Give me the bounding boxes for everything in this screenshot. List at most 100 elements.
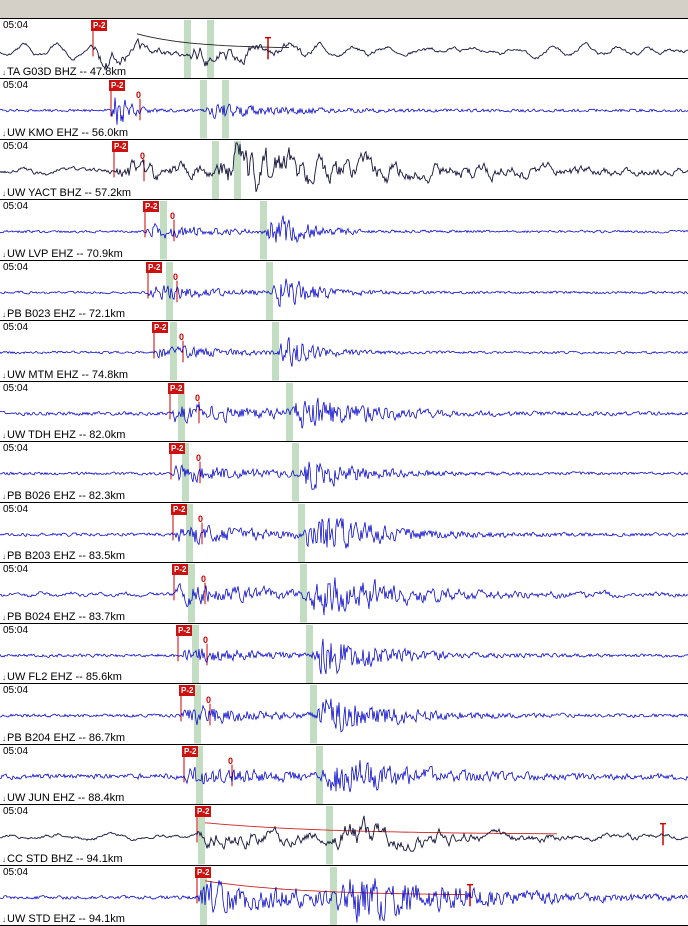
waveform[interactable] [0, 97, 688, 126]
p-pick-flag[interactable]: P-2 [179, 685, 196, 697]
waveform[interactable] [0, 337, 688, 368]
zero-pick-label[interactable]: 0 [140, 150, 146, 161]
waveform-canvas[interactable] [0, 19, 688, 79]
trace-panel[interactable]: 05:04 P-2 0 ↓ PB B024 EHZ -- 83.7km [0, 562, 688, 623]
arrow-down-icon: ↓ [2, 552, 6, 562]
zero-pick-label[interactable]: 0 [206, 695, 212, 706]
p-pick-flag[interactable]: P-2 [152, 322, 169, 334]
p-pick-flag[interactable]: P-2 [169, 443, 186, 455]
waveform-canvas[interactable] [0, 745, 688, 805]
arrow-down-icon: ↓ [2, 612, 6, 622]
p-pick-flag[interactable]: P-2 [182, 745, 199, 757]
station-name: UW TDH EHZ -- 82.0km [7, 429, 126, 442]
waveform[interactable] [0, 462, 688, 490]
p-pick-flag[interactable]: P-2 [195, 866, 212, 878]
zero-pick-label[interactable]: 0 [228, 755, 234, 766]
s-window-band [300, 564, 307, 623]
trace-panel[interactable]: 05:04 P-2 0 ↓ UW TDH EHZ -- 82.0km [0, 380, 688, 442]
station-label: ↓ UW YACT BHZ -- 57.2km [2, 187, 131, 199]
trace-panel[interactable]: 05:04 P-2 ↓ CC STD BHZ -- 94.1km [0, 804, 688, 865]
coda-decay-curve [136, 33, 289, 49]
event-summary: 60334016 UW Sep 10, 2011 05:04:01.57 45.… [17, 17, 514, 18]
p-pick-flag[interactable]: P-2 [195, 806, 212, 818]
waveform-canvas[interactable] [0, 684, 688, 744]
zero-pick-label[interactable]: 0 [195, 392, 201, 403]
waveform-canvas[interactable] [0, 503, 688, 563]
p-pick-flag[interactable]: P-2 [109, 80, 126, 92]
zero-pick-label[interactable]: 0 [179, 332, 185, 343]
s-window-band [192, 624, 199, 684]
waveform-canvas[interactable] [0, 200, 688, 260]
waveform-canvas[interactable] [0, 563, 688, 623]
trace-panel[interactable]: 05:04 P-2 ↓ UW STD EHZ -- 94.1km [0, 864, 688, 926]
trace-panel[interactable]: 05:04 P-2 0 ↓ PB B203 EHZ -- 83.5km [0, 501, 688, 563]
waveform[interactable] [0, 142, 688, 192]
p-pick-flag[interactable]: P-2 [176, 624, 193, 636]
station-name: PB B203 EHZ -- 83.5km [7, 550, 125, 563]
trace-panel[interactable]: 05:04 P-2 ↓ TA G03D BHZ -- 47.8km [0, 18, 688, 79]
waveform-canvas[interactable] [0, 442, 688, 502]
waveform[interactable] [0, 397, 688, 429]
p-pick-flag[interactable]: P-2 [171, 503, 188, 515]
waveform[interactable] [0, 278, 688, 308]
zero-pick-label[interactable]: 0 [203, 634, 209, 645]
trace-time-label: 05:04 [3, 866, 29, 878]
p-pick-flag[interactable]: P-2 [172, 564, 189, 576]
waveform-canvas[interactable] [0, 382, 688, 442]
waveform[interactable] [0, 215, 688, 244]
zero-pick-label[interactable]: 0 [170, 211, 176, 222]
trace-panel[interactable]: 05:04 P-2 0 ↓ UW YACT BHZ -- 57.2km [0, 138, 688, 200]
trace-panel[interactable]: 05:04 P-2 0 ↓ PB B026 EHZ -- 82.3km [0, 441, 688, 502]
station-label: ↓ TA G03D BHZ -- 47.8km [2, 66, 126, 78]
waveform[interactable] [0, 516, 688, 549]
trace-panel[interactable]: 05:04 P-2 0 ↓ UW KMO EHZ -- 56.0km [0, 78, 688, 139]
s-window-band [166, 261, 173, 321]
p-pick-flag[interactable]: P-2 [146, 261, 163, 273]
waveform-canvas[interactable] [0, 805, 688, 865]
waveform-canvas[interactable] [0, 321, 688, 381]
p-pick-flag[interactable]: P-2 [168, 382, 185, 394]
waveform[interactable] [0, 37, 688, 71]
waveform[interactable] [0, 577, 688, 616]
trace-list: 05:04 P-2 ↓ TA G03D BHZ -- 47.8km 05:04 P… [0, 18, 688, 925]
s-window-band [330, 866, 337, 925]
zero-pick-label[interactable]: 0 [198, 513, 204, 524]
waveform[interactable] [0, 638, 688, 675]
arrow-down-icon: ↓ [2, 854, 6, 864]
waveform[interactable] [0, 698, 688, 733]
waveform-canvas[interactable] [0, 866, 688, 925]
s-window-band [292, 443, 299, 502]
trace-time-label: 05:04 [3, 322, 29, 334]
waveform[interactable] [0, 815, 688, 853]
trace-time-label: 05:04 [3, 443, 29, 455]
s-window-band [326, 806, 333, 865]
s-window-band [234, 140, 241, 200]
waveform-canvas[interactable] [0, 79, 688, 139]
zero-pick-label[interactable]: 0 [196, 453, 202, 464]
trace-panel[interactable]: 05:04 P-2 0 ↓ UW LVP EHZ -- 70.9km [0, 199, 688, 260]
trace-panel[interactable]: 05:04 P-2 0 ↓ UW FL2 EHZ -- 85.6km [0, 622, 688, 684]
trace-panel[interactable]: 05:04 P-2 0 ↓ UW JUN EHZ -- 88.4km [0, 743, 688, 805]
waveform[interactable] [0, 877, 688, 923]
zero-pick-label[interactable]: 0 [201, 574, 207, 585]
p-pick-flag[interactable]: P-2 [112, 140, 129, 152]
waveform-canvas[interactable] [0, 140, 688, 200]
station-name: UW STD EHZ -- 94.1km [7, 913, 125, 926]
waveform[interactable] [0, 759, 688, 792]
waveform-canvas[interactable] [0, 261, 688, 321]
waveform-canvas[interactable] [0, 624, 688, 684]
p-pick-flag[interactable]: P-2 [91, 20, 108, 31]
trace-time-label: 05:04 [3, 503, 29, 515]
trace-panel[interactable]: 05:04 P-2 0 ↓ PB B023 EHZ -- 72.1km [0, 259, 688, 321]
arrow-down-icon: ↓ [2, 68, 6, 78]
station-label: ↓ CC STD BHZ -- 94.1km [2, 853, 123, 865]
station-name: UW LVP EHZ -- 70.9km [7, 247, 123, 260]
zero-pick-label[interactable]: 0 [136, 90, 142, 101]
trace-panel[interactable]: 05:04 P-2 0 ↓ PB B204 EHZ -- 86.7km [0, 683, 688, 744]
station-label: ↓ PB B026 EHZ -- 82.3km [2, 490, 125, 502]
p-pick-flag[interactable]: P-2 [143, 201, 160, 213]
trace-panel[interactable]: 05:04 P-2 0 ↓ UW MTM EHZ -- 74.8km [0, 320, 688, 381]
zero-pick-label[interactable]: 0 [173, 271, 179, 282]
station-label: ↓ PB B204 EHZ -- 86.7km [2, 732, 125, 744]
station-name: PB B024 EHZ -- 83.7km [7, 610, 125, 623]
